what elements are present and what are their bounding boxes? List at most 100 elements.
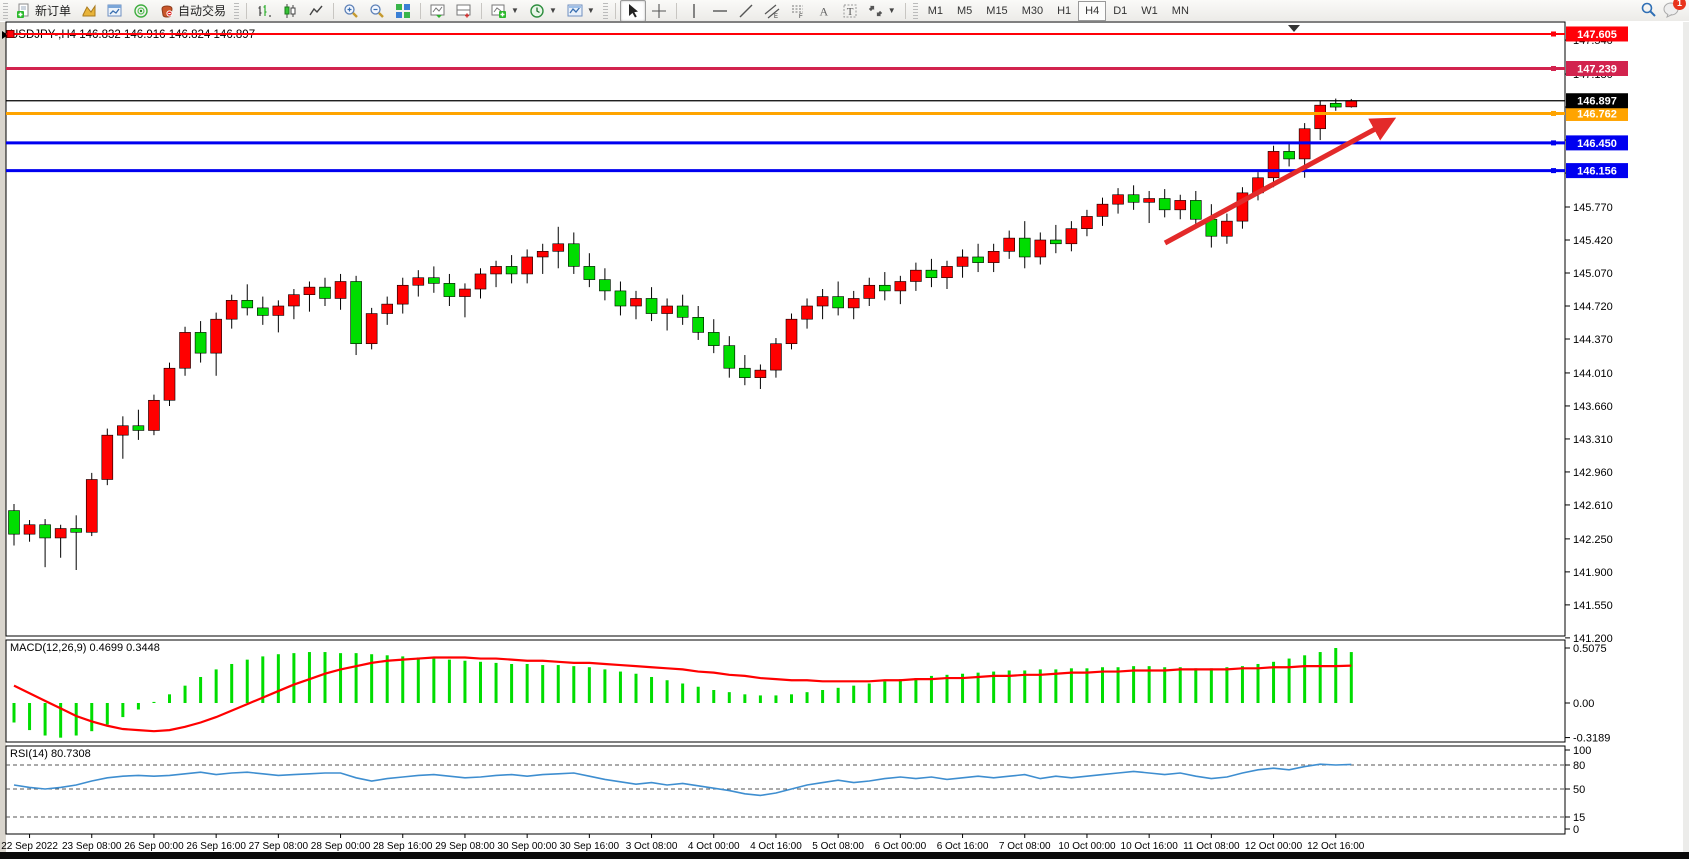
panel-frame	[5, 21, 1566, 637]
timeframe-m1-button[interactable]: M1	[927, 4, 943, 17]
zoom-in-button[interactable]	[338, 0, 364, 22]
window-bottom-bar	[0, 852, 1689, 859]
cursor-tool-button[interactable]	[619, 0, 646, 22]
toolbar-separator	[904, 2, 906, 19]
svg-text:145.420: 145.420	[1573, 235, 1613, 247]
timeframe-d1-button[interactable]: D1	[1113, 4, 1128, 17]
svg-text:26 Sep 00:00: 26 Sep 00:00	[124, 841, 184, 852]
svg-text:147.239: 147.239	[1577, 63, 1617, 75]
channel-tool-button[interactable]: E	[759, 0, 785, 22]
price-level-label	[1566, 105, 1628, 121]
line-handle[interactable]	[1551, 65, 1556, 71]
price-level-label	[1566, 135, 1628, 151]
market-watch-icon	[107, 3, 123, 19]
profiles-button[interactable]	[76, 0, 102, 22]
timeframe-m15-button[interactable]: M15	[986, 4, 1008, 17]
candlestick-chart-button[interactable]	[277, 0, 303, 22]
svg-text:11 Oct 08:00: 11 Oct 08:00	[1183, 841, 1240, 852]
svg-text:5 Oct 08:00: 5 Oct 08:00	[812, 841, 864, 852]
svg-text:E: E	[774, 14, 778, 19]
vertical-line-tool-button[interactable]	[681, 0, 707, 22]
indicators-window-button[interactable]	[425, 0, 451, 22]
toolbar-separator	[420, 2, 422, 19]
svg-text:10 Oct 00:00: 10 Oct 00:00	[1058, 841, 1116, 852]
svg-text:144.720: 144.720	[1573, 301, 1613, 313]
new-order-button[interactable]: 新订单	[11, 0, 76, 22]
date-axis: 22 Sep 2022 23 Sep 08:00 26 Sep 00:00 26 Se…	[1, 834, 1365, 852]
svg-text:4 Oct 00:00: 4 Oct 00:00	[688, 841, 740, 852]
macd-plot	[12, 647, 1353, 738]
horizontal-line-tool-button[interactable]	[707, 0, 733, 22]
svg-text:30 Sep 16:00: 30 Sep 16:00	[560, 841, 620, 852]
chevron-down-icon: ▼	[887, 6, 896, 15]
svg-text:28 Sep 16:00: 28 Sep 16:00	[373, 841, 433, 852]
line-chart-button[interactable]	[303, 0, 329, 22]
tile-windows-button[interactable]	[390, 0, 416, 22]
timeframe-w1-button[interactable]: W1	[1141, 4, 1158, 17]
svg-text:145.070: 145.070	[1573, 268, 1613, 280]
chart-window[interactable]: 147.540147.180146.830146.480146.130145.7…	[0, 21, 1689, 859]
line-handle[interactable]	[1551, 140, 1556, 146]
market-watch-button[interactable]	[102, 0, 128, 22]
timeframe-h4-button[interactable]: H4	[1078, 0, 1107, 21]
separate-window-button[interactable]	[451, 0, 477, 22]
svg-text:28 Sep 00:00: 28 Sep 00:00	[311, 841, 371, 852]
chart-shift-marker-icon[interactable]	[1288, 25, 1300, 32]
svg-text:4 Oct 16:00: 4 Oct 16:00	[750, 841, 802, 852]
crosshair-tool-button[interactable]	[646, 0, 672, 22]
toolbar-grip	[912, 2, 918, 19]
svg-text:23 Sep 08:00: 23 Sep 08:00	[62, 841, 122, 852]
profiles-icon	[81, 3, 97, 19]
trend-arrow-annotation[interactable]	[1163, 117, 1397, 246]
vertical-line-icon	[686, 3, 702, 19]
arrows-tool-dropdown[interactable]: ▼	[863, 0, 901, 22]
cursor-icon	[625, 3, 641, 19]
timeframe-h1-button[interactable]: H1	[1057, 4, 1072, 17]
svg-text:F: F	[799, 14, 803, 19]
chevron-down-icon: ▼	[586, 6, 595, 15]
svg-text:-0.3189: -0.3189	[1573, 733, 1610, 745]
toolbar-grip	[234, 2, 240, 19]
toolbar-separator	[246, 2, 248, 19]
auto-trading-button[interactable]: 自动交易	[154, 0, 231, 22]
candles-layer	[8, 98, 1358, 570]
line-handle[interactable]	[1551, 31, 1556, 37]
main-chart-canvas[interactable]: 147.540147.180146.830146.480146.130145.7…	[0, 21, 1689, 859]
timeframe-m5-button[interactable]: M5	[957, 4, 973, 17]
svg-text:141.200: 141.200	[1573, 633, 1613, 645]
text-tool-button[interactable]: A	[811, 0, 837, 22]
search-icon[interactable]	[1640, 1, 1657, 21]
line-handle[interactable]	[6, 29, 15, 38]
svg-text:22 Sep 2022: 22 Sep 2022	[1, 841, 58, 852]
line-handle[interactable]	[1551, 168, 1556, 174]
timeframe-mn-button[interactable]: MN	[1171, 4, 1189, 17]
zoom-out-button[interactable]	[364, 0, 390, 22]
level-lines[interactable]: 147.605 147.239 146.762 146.450 146.156 146.8…	[6, 26, 1628, 179]
templates-icon	[567, 3, 583, 19]
periods-dropdown[interactable]: ▼	[524, 0, 562, 22]
title-marker-icon	[2, 31, 8, 39]
svg-text:146.450: 146.450	[1577, 138, 1617, 150]
line-chart-icon	[308, 3, 324, 19]
zoom-in-icon	[343, 3, 359, 19]
timeframe-m30-button[interactable]: M30	[1021, 4, 1044, 17]
templates-dropdown[interactable]: ▼	[562, 0, 600, 22]
svg-text:12 Oct 16:00: 12 Oct 16:00	[1307, 841, 1365, 852]
new-chart-dropdown[interactable]: ▼	[486, 0, 524, 22]
trendline-icon	[738, 3, 754, 19]
panel-frame	[5, 639, 1566, 743]
notification-badge: 1	[1673, 0, 1686, 10]
svg-text:142.610: 142.610	[1573, 500, 1613, 512]
fibonacci-tool-button[interactable]: F	[785, 0, 811, 22]
line-handle[interactable]	[1551, 110, 1556, 116]
chat-button[interactable]: 1	[1663, 0, 1686, 21]
svg-text:26 Sep 16:00: 26 Sep 16:00	[186, 841, 246, 852]
bar-chart-button[interactable]	[251, 0, 277, 22]
arrows-icon	[868, 3, 884, 19]
trendline-tool-button[interactable]	[733, 0, 759, 22]
signals-button[interactable]	[128, 0, 154, 22]
svg-text:29 Sep 08:00: 29 Sep 08:00	[435, 841, 495, 852]
label-tool-button[interactable]: T	[837, 0, 863, 22]
toolbar-grip	[602, 2, 608, 19]
